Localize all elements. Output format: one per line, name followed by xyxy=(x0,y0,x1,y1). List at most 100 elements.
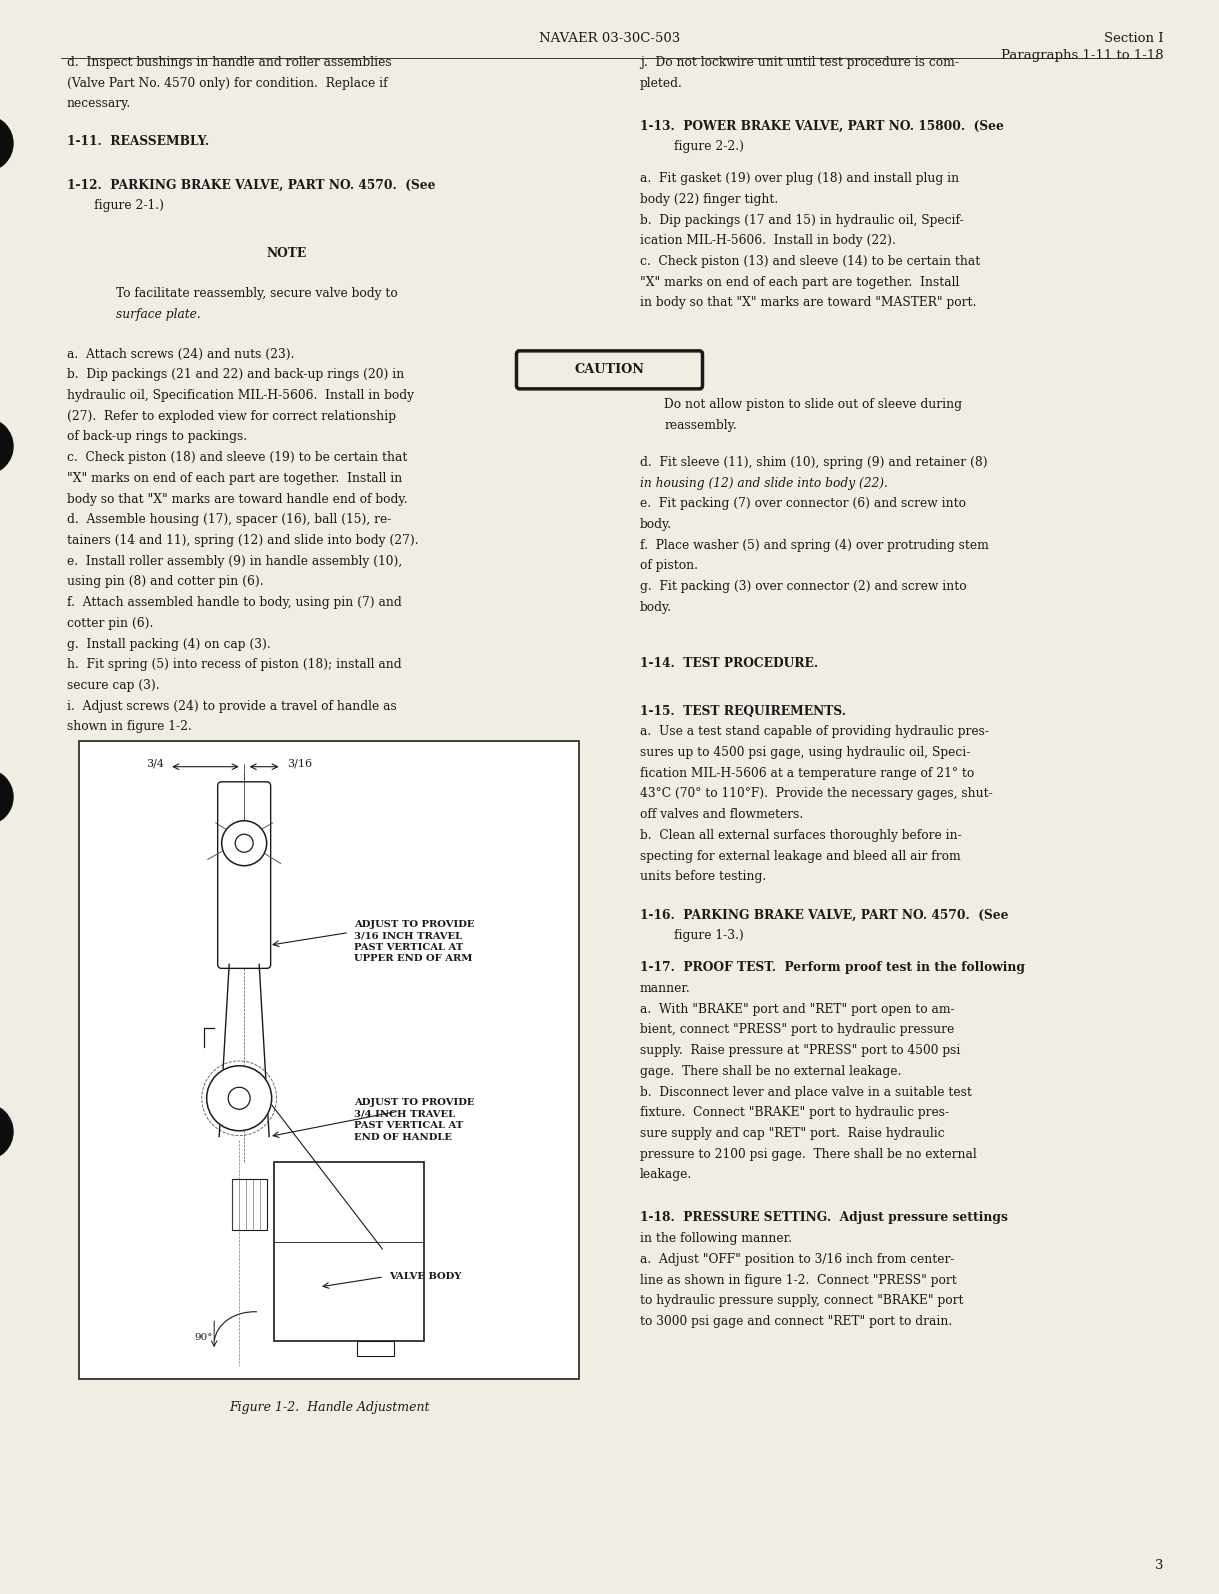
Bar xyxy=(274,1162,424,1341)
Text: To facilitate reassembly, secure valve body to: To facilitate reassembly, secure valve b… xyxy=(116,287,397,300)
FancyBboxPatch shape xyxy=(517,351,702,389)
Text: in housing (12) and slide into body (22).: in housing (12) and slide into body (22)… xyxy=(640,477,887,489)
Text: gage.  There shall be no external leakage.: gage. There shall be no external leakage… xyxy=(640,1065,901,1078)
Circle shape xyxy=(228,1087,250,1109)
Text: 1-14.  TEST PROCEDURE.: 1-14. TEST PROCEDURE. xyxy=(640,657,818,669)
Text: b.  Clean all external surfaces thoroughly before in-: b. Clean all external surfaces thoroughl… xyxy=(640,829,962,842)
Text: necessary.: necessary. xyxy=(67,97,132,110)
Text: supply.  Raise pressure at "PRESS" port to 4500 psi: supply. Raise pressure at "PRESS" port t… xyxy=(640,1044,961,1057)
Circle shape xyxy=(207,1066,272,1130)
Text: 3/16: 3/16 xyxy=(286,759,312,768)
Circle shape xyxy=(0,115,13,172)
Text: d.  Assemble housing (17), spacer (16), ball (15), re-: d. Assemble housing (17), spacer (16), b… xyxy=(67,513,391,526)
Text: figure 2-1.): figure 2-1.) xyxy=(67,199,165,212)
Text: (Valve Part No. 4570 only) for condition.  Replace if: (Valve Part No. 4570 only) for condition… xyxy=(67,77,388,89)
Text: "X" marks on end of each part are together.  Install in: "X" marks on end of each part are togeth… xyxy=(67,472,402,485)
FancyBboxPatch shape xyxy=(218,781,271,969)
Text: fixture.  Connect "BRAKE" port to hydraulic pres-: fixture. Connect "BRAKE" port to hydraul… xyxy=(640,1106,950,1119)
Text: 1-16.  PARKING BRAKE VALVE, PART NO. 4570.  (See: 1-16. PARKING BRAKE VALVE, PART NO. 4570… xyxy=(640,909,1008,921)
Text: f.  Attach assembled handle to body, using pin (7) and: f. Attach assembled handle to body, usin… xyxy=(67,596,402,609)
Text: of back-up rings to packings.: of back-up rings to packings. xyxy=(67,430,247,443)
Text: body so that "X" marks are toward handle end of body.: body so that "X" marks are toward handle… xyxy=(67,493,407,505)
Text: body (22) finger tight.: body (22) finger tight. xyxy=(640,193,778,206)
Text: secure cap (3).: secure cap (3). xyxy=(67,679,160,692)
Text: 3/4: 3/4 xyxy=(146,759,165,768)
Text: i.  Adjust screws (24) to provide a travel of handle as: i. Adjust screws (24) to provide a trave… xyxy=(67,700,397,713)
Text: 1-18.  PRESSURE SETTING.  Adjust pressure settings: 1-18. PRESSURE SETTING. Adjust pressure … xyxy=(640,1211,1008,1224)
Text: 3: 3 xyxy=(1156,1559,1164,1572)
Text: a.  Fit gasket (19) over plug (18) and install plug in: a. Fit gasket (19) over plug (18) and in… xyxy=(640,172,959,185)
Text: a.  Adjust "OFF" position to 3/16 inch from center-: a. Adjust "OFF" position to 3/16 inch fr… xyxy=(640,1253,954,1266)
Text: tainers (14 and 11), spring (12) and slide into body (27).: tainers (14 and 11), spring (12) and sli… xyxy=(67,534,418,547)
Text: leakage.: leakage. xyxy=(640,1168,692,1181)
Circle shape xyxy=(0,1103,13,1160)
Circle shape xyxy=(0,768,13,826)
Bar xyxy=(232,1180,267,1231)
Text: 1-17.  PROOF TEST.  Perform proof test in the following: 1-17. PROOF TEST. Perform proof test in … xyxy=(640,961,1025,974)
Text: hydraulic oil, Specification MIL-H-5606.  Install in body: hydraulic oil, Specification MIL-H-5606.… xyxy=(67,389,414,402)
Text: d.  Fit sleeve (11), shim (10), spring (9) and retainer (8): d. Fit sleeve (11), shim (10), spring (9… xyxy=(640,456,987,469)
Circle shape xyxy=(235,834,254,853)
Text: cotter pin (6).: cotter pin (6). xyxy=(67,617,154,630)
Text: VALVE BODY: VALVE BODY xyxy=(389,1272,462,1282)
Text: a.  Attach screws (24) and nuts (23).: a. Attach screws (24) and nuts (23). xyxy=(67,347,295,360)
Text: CAUTION: CAUTION xyxy=(574,363,645,376)
Text: b.  Disconnect lever and place valve in a suitable test: b. Disconnect lever and place valve in a… xyxy=(640,1086,972,1098)
Text: manner.: manner. xyxy=(640,982,691,995)
Text: h.  Fit spring (5) into recess of piston (18); install and: h. Fit spring (5) into recess of piston … xyxy=(67,658,402,671)
Text: "X" marks on end of each part are together.  Install: "X" marks on end of each part are togeth… xyxy=(640,276,959,289)
Text: body.: body. xyxy=(640,518,672,531)
Text: NAVAER 03-30C-503: NAVAER 03-30C-503 xyxy=(539,32,680,45)
Text: d.  Inspect bushings in handle and roller assemblies: d. Inspect bushings in handle and roller… xyxy=(67,56,391,69)
Text: line as shown in figure 1-2.  Connect "PRESS" port: line as shown in figure 1-2. Connect "PR… xyxy=(640,1274,957,1286)
Text: g.  Install packing (4) on cap (3).: g. Install packing (4) on cap (3). xyxy=(67,638,271,650)
Text: j.  Do not lockwire unit until test procedure is com-: j. Do not lockwire unit until test proce… xyxy=(640,56,959,69)
Text: g.  Fit packing (3) over connector (2) and screw into: g. Fit packing (3) over connector (2) an… xyxy=(640,580,967,593)
Text: Figure 1-2.  Handle Adjustment: Figure 1-2. Handle Adjustment xyxy=(229,1401,429,1414)
Text: Section I: Section I xyxy=(1104,32,1164,45)
Text: 1-15.  TEST REQUIREMENTS.: 1-15. TEST REQUIREMENTS. xyxy=(640,705,846,717)
Bar xyxy=(79,741,579,1379)
Text: pleted.: pleted. xyxy=(640,77,683,89)
Text: e.  Fit packing (7) over connector (6) and screw into: e. Fit packing (7) over connector (6) an… xyxy=(640,497,965,510)
Text: (27).  Refer to exploded view for correct relationship: (27). Refer to exploded view for correct… xyxy=(67,410,396,422)
Text: to 3000 psi gage and connect "RET" port to drain.: to 3000 psi gage and connect "RET" port … xyxy=(640,1315,952,1328)
Text: pressure to 2100 psi gage.  There shall be no external: pressure to 2100 psi gage. There shall b… xyxy=(640,1148,976,1160)
Text: c.  Check piston (18) and sleeve (19) to be certain that: c. Check piston (18) and sleeve (19) to … xyxy=(67,451,407,464)
Text: using pin (8) and cotter pin (6).: using pin (8) and cotter pin (6). xyxy=(67,575,263,588)
Text: units before testing.: units before testing. xyxy=(640,870,767,883)
Text: reassembly.: reassembly. xyxy=(664,419,737,432)
Circle shape xyxy=(222,821,267,866)
Text: sures up to 4500 psi gage, using hydraulic oil, Speci-: sures up to 4500 psi gage, using hydraul… xyxy=(640,746,970,759)
Bar xyxy=(357,1341,394,1356)
Text: bient, connect "PRESS" port to hydraulic pressure: bient, connect "PRESS" port to hydraulic… xyxy=(640,1023,954,1036)
Text: Do not allow piston to slide out of sleeve during: Do not allow piston to slide out of slee… xyxy=(664,398,962,411)
Text: specting for external leakage and bleed all air from: specting for external leakage and bleed … xyxy=(640,850,961,862)
Text: 1-12.  PARKING BRAKE VALVE, PART NO. 4570.  (See: 1-12. PARKING BRAKE VALVE, PART NO. 4570… xyxy=(67,179,435,191)
Text: 90°: 90° xyxy=(194,1333,212,1342)
Text: a.  Use a test stand capable of providing hydraulic pres-: a. Use a test stand capable of providing… xyxy=(640,725,989,738)
Text: figure 2-2.): figure 2-2.) xyxy=(674,140,744,153)
Text: in body so that "X" marks are toward "MASTER" port.: in body so that "X" marks are toward "MA… xyxy=(640,296,976,309)
Text: of piston.: of piston. xyxy=(640,559,698,572)
Text: 1-11.  REASSEMBLY.: 1-11. REASSEMBLY. xyxy=(67,135,210,148)
Text: fication MIL-H-5606 at a temperature range of 21° to: fication MIL-H-5606 at a temperature ran… xyxy=(640,767,974,779)
Text: body.: body. xyxy=(640,601,672,614)
Text: 43°C (70° to 110°F).  Provide the necessary gages, shut-: 43°C (70° to 110°F). Provide the necessa… xyxy=(640,787,992,800)
Text: 1-13.  POWER BRAKE VALVE, PART NO. 15800.  (See: 1-13. POWER BRAKE VALVE, PART NO. 15800.… xyxy=(640,120,1004,132)
Text: off valves and flowmeters.: off valves and flowmeters. xyxy=(640,808,803,821)
Text: shown in figure 1-2.: shown in figure 1-2. xyxy=(67,720,191,733)
Text: surface plate.: surface plate. xyxy=(116,308,201,320)
Text: a.  With "BRAKE" port and "RET" port open to am-: a. With "BRAKE" port and "RET" port open… xyxy=(640,1003,954,1015)
Text: Paragraphs 1-11 to 1-18: Paragraphs 1-11 to 1-18 xyxy=(1001,49,1164,62)
Text: NOTE: NOTE xyxy=(266,247,307,260)
Text: sure supply and cap "RET" port.  Raise hydraulic: sure supply and cap "RET" port. Raise hy… xyxy=(640,1127,945,1140)
Circle shape xyxy=(0,418,13,475)
Text: b.  Dip packings (17 and 15) in hydraulic oil, Specif-: b. Dip packings (17 and 15) in hydraulic… xyxy=(640,214,964,226)
Text: in the following manner.: in the following manner. xyxy=(640,1232,792,1245)
Text: c.  Check piston (13) and sleeve (14) to be certain that: c. Check piston (13) and sleeve (14) to … xyxy=(640,255,980,268)
Text: figure 1-3.): figure 1-3.) xyxy=(674,929,744,942)
Text: ication MIL-H-5606.  Install in body (22).: ication MIL-H-5606. Install in body (22)… xyxy=(640,234,896,247)
Text: ADJUST TO PROVIDE
3/4 INCH TRAVEL
PAST VERTICAL AT
END OF HANDLE: ADJUST TO PROVIDE 3/4 INCH TRAVEL PAST V… xyxy=(354,1098,474,1141)
Text: ADJUST TO PROVIDE
3/16 INCH TRAVEL
PAST VERTICAL AT
UPPER END OF ARM: ADJUST TO PROVIDE 3/16 INCH TRAVEL PAST … xyxy=(354,920,474,963)
